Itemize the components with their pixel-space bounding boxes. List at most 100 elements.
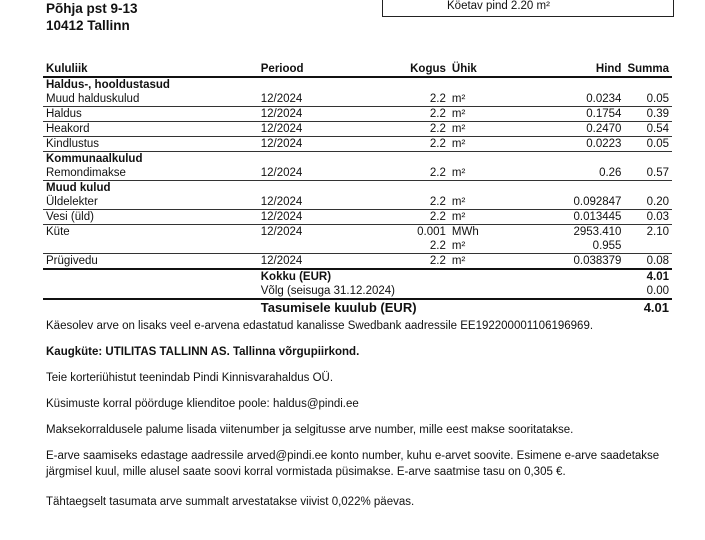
- cell-sum: 0.57: [624, 166, 672, 181]
- cell-price: 0.0223: [494, 136, 625, 152]
- cell-sum: 0.39: [624, 106, 672, 122]
- cost-table: Kululiik Periood Kogus Ühik Hind Summa H…: [43, 61, 672, 316]
- note-contact: Küsimuste korral pöörduge klienditoe poo…: [46, 398, 359, 410]
- cell-period: 12/2024: [257, 136, 384, 152]
- total-row-label: Kokku (EUR): [257, 268, 625, 284]
- cell-period: 12/2024: [257, 195, 384, 210]
- cell-name: Üldelekter: [43, 195, 258, 210]
- cell-sum: 0.20: [624, 195, 672, 210]
- cell-price: 0.0234: [494, 92, 625, 107]
- total-row: Kokku (EUR) 4.01: [43, 268, 672, 284]
- cell-period: 12/2024: [257, 166, 384, 181]
- cell-qty: 2.2: [383, 166, 449, 181]
- cell-price: 2953.410: [573, 226, 622, 238]
- cell-name: Vesi (üld): [43, 209, 258, 225]
- cell-qty: 2.2: [383, 195, 449, 210]
- cell-period: 12/2024: [260, 226, 303, 238]
- cell-qty: 2.2: [383, 253, 449, 270]
- group-header: Muud kulud: [43, 181, 672, 196]
- debt-row: Võlg (seisuga 31.12.2024) 0.00: [43, 284, 672, 299]
- cell-qty: 2.2: [383, 209, 449, 225]
- group-header: Haldus-, hooldustasud: [43, 77, 672, 92]
- cell-period: 12/2024: [257, 253, 384, 270]
- cell-name: Muud halduskulud: [43, 92, 258, 107]
- note-einvoice: Käesolev arve on lisaks veel e-arvena ed…: [46, 320, 594, 332]
- table-header: Kululiik Periood Kogus Ühik Hind Summa: [43, 61, 672, 78]
- cell-sum: 0.03: [624, 209, 672, 225]
- cell-name: Remondimakse: [43, 166, 258, 181]
- cell-price: 0.013445: [494, 209, 625, 225]
- group-name: Haldus-, hooldustasud: [46, 79, 170, 91]
- cell-period: 12/2024: [257, 209, 384, 225]
- note-manager: Teie korteriühistut teenindab Pindi Kinn…: [46, 372, 334, 384]
- cell-period: [257, 239, 384, 254]
- group-header: Kommunaalkulud: [43, 152, 672, 167]
- table-row: 2.2 m² 0.955: [43, 239, 672, 254]
- cell-unit: MWh: [451, 226, 479, 238]
- cell-price: 0.26: [494, 166, 625, 181]
- cell-period: 12/2024: [257, 92, 384, 107]
- cell-qty: 0.001: [417, 226, 446, 238]
- table-row: Küte 12/2024 0.001 MWh 2953.410 2.10: [43, 225, 672, 240]
- invoice-content: Kululiik Periood Kogus Ühik Hind Summa H…: [43, 61, 672, 510]
- info-box: Köetav pind 2.20 m²: [382, 0, 674, 17]
- due-row-value: 4.01: [624, 298, 672, 316]
- col-kululiik: Kululiik: [43, 61, 258, 78]
- cell-qty: 2.2: [383, 136, 449, 152]
- cell-qty: 2.2: [383, 239, 449, 254]
- note-einvoice-info: E-arve saamiseks edastage aadressile arv…: [46, 450, 660, 478]
- cell-qty: 2.2: [383, 92, 449, 107]
- cell-price: 0.955: [494, 239, 625, 254]
- cell-unit: m²: [448, 239, 495, 254]
- cell-sum: 0.08: [624, 253, 672, 270]
- debt-row-label: Võlg (seisuga 31.12.2024): [260, 285, 396, 297]
- col-uhik: Ühik: [448, 61, 495, 78]
- cell-unit: m²: [448, 253, 495, 270]
- cell-name: Küte: [46, 226, 70, 238]
- cell-price: 0.2470: [494, 121, 625, 137]
- table-row: Remondimakse 12/2024 2.2 m² 0.26 0.57: [43, 166, 672, 181]
- cell-unit: m²: [448, 92, 495, 107]
- cell-price: 0.092847: [494, 195, 625, 210]
- cell-unit: m²: [448, 106, 495, 122]
- table-row: Prügivedu 12/2024 2.2 m² 0.038379 0.08: [43, 253, 672, 270]
- debt-row-value: 0.00: [646, 285, 669, 297]
- col-periood: Periood: [257, 61, 384, 78]
- cell-unit: m²: [448, 195, 495, 210]
- note-reference: Maksekorraldusele palume lisada viitenum…: [46, 424, 574, 436]
- cell-price: 0.038379: [494, 253, 625, 270]
- table-row: Vesi (üld) 12/2024 2.2 m² 0.013445 0.03: [43, 209, 672, 225]
- cell-name: Heakord: [43, 121, 258, 137]
- address-line1: Põhja pst 9-13: [46, 1, 138, 16]
- table-row: Heakord 12/2024 2.2 m² 0.2470 0.54: [43, 121, 672, 137]
- cell-qty: 2.2: [383, 106, 449, 122]
- table-row: Muud halduskulud 12/2024 2.2 m² 0.0234 0.05: [43, 92, 672, 107]
- cell-price: 0.1754: [494, 106, 625, 122]
- group-name: Kommunaalkulud: [46, 153, 143, 165]
- group-name: Muud kulud: [46, 182, 111, 194]
- col-kogus: Kogus: [383, 61, 449, 78]
- cell-unit: m²: [448, 121, 495, 137]
- cell-name: Haldus: [43, 106, 258, 122]
- cell-name: Prügivedu: [43, 253, 258, 270]
- col-hind: Hind: [494, 61, 625, 78]
- cell-qty: 2.2: [383, 121, 449, 137]
- cell-unit: m²: [448, 136, 495, 152]
- cell-sum: 0.05: [624, 92, 672, 107]
- total-row-value: 4.01: [624, 268, 672, 284]
- cell-unit: m²: [448, 209, 495, 225]
- heated-area: Köetav pind 2.20 m²: [447, 0, 550, 12]
- cell-sum: 0.05: [624, 136, 672, 152]
- table-row: Üldelekter 12/2024 2.2 m² 0.092847 0.20: [43, 195, 672, 210]
- address-line2: 10412 Tallinn: [46, 18, 130, 33]
- cell-period: 12/2024: [257, 121, 384, 137]
- cell-name: Kindlustus: [43, 136, 258, 152]
- due-row-label: Tasumisele kuulub (EUR): [257, 298, 625, 316]
- cell-period: 12/2024: [257, 106, 384, 122]
- cell-sum: 2.10: [646, 226, 669, 238]
- table-row: Haldus 12/2024 2.2 m² 0.1754 0.39: [43, 106, 672, 122]
- note-heating: Kaugküte: UTILITAS TALLINN AS. Tallinna …: [46, 346, 360, 358]
- col-summa: Summa: [624, 61, 672, 78]
- table-row: Kindlustus 12/2024 2.2 m² 0.0223 0.05: [43, 136, 672, 152]
- cell-name: [43, 239, 258, 254]
